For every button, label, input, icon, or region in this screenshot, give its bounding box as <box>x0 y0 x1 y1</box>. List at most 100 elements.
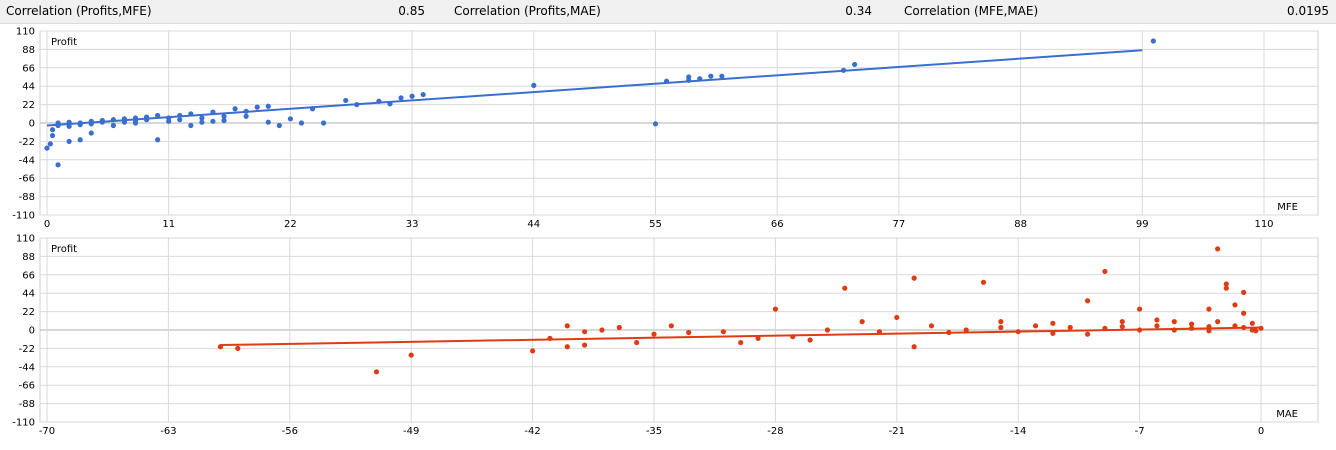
data-point <box>265 103 271 109</box>
data-point <box>876 329 883 335</box>
data-point <box>1215 319 1221 325</box>
data-point <box>221 113 227 119</box>
data-point <box>652 121 659 127</box>
data-point <box>686 329 692 336</box>
data-point <box>232 106 238 112</box>
data-point <box>582 329 588 335</box>
data-point <box>121 119 128 125</box>
data-point <box>143 114 150 120</box>
data-point <box>276 122 282 129</box>
data-point <box>1223 281 1229 287</box>
data-point <box>547 335 553 341</box>
data-point <box>309 106 316 112</box>
y-axis-label-group: Profit <box>51 37 77 48</box>
data-point <box>1067 324 1073 331</box>
data-point <box>66 123 72 129</box>
data-point <box>824 327 831 333</box>
data-point <box>1232 302 1238 308</box>
y-axis-label: Profit <box>51 244 77 255</box>
x-tick: -56 <box>282 426 298 437</box>
y-tick-label: 88 <box>22 45 35 56</box>
data-point <box>842 285 848 291</box>
data-point <box>1232 323 1238 329</box>
y-tick: -88 <box>19 399 35 410</box>
y-tick-label: -44 <box>19 362 35 373</box>
y-tick: 88 <box>22 252 35 263</box>
y-tick: -22 <box>19 137 35 148</box>
data-point <box>188 111 194 117</box>
x-tick-label: 88 <box>1014 219 1027 230</box>
data-point <box>66 138 72 144</box>
data-point <box>616 324 622 331</box>
x-tick-label: 22 <box>284 219 297 230</box>
data-point <box>99 119 105 125</box>
data-point <box>409 93 415 99</box>
x-tick-label: 44 <box>527 219 540 230</box>
data-point <box>177 117 183 123</box>
data-point <box>155 112 161 119</box>
stat-value-profits-mfe: 0.85 <box>398 4 425 18</box>
data-point <box>1189 325 1195 331</box>
x-tick-label: 11 <box>162 219 175 230</box>
x-tick: 44 <box>527 219 540 230</box>
data-point <box>911 275 917 281</box>
data-point <box>132 120 139 126</box>
data-point <box>564 344 570 350</box>
data-point <box>755 335 761 341</box>
y-tick: -110 <box>12 418 35 429</box>
data-point <box>166 118 172 124</box>
x-tick-label: -21 <box>889 426 905 437</box>
x-tick-label: 66 <box>771 219 784 230</box>
data-point <box>859 319 865 325</box>
data-point <box>1150 38 1156 44</box>
data-point <box>66 119 72 125</box>
data-point <box>49 132 56 139</box>
y-tick-label: -88 <box>19 192 35 203</box>
y-tick-label: -88 <box>19 399 35 410</box>
profit-vs-mfe-chart: 110 88 66 44 22 0 -22 -44 -66 -88 -110 0 11 22 33 44 55 6… <box>12 27 1319 230</box>
y-tick: 66 <box>22 270 35 281</box>
data-point <box>1154 323 1160 329</box>
data-point <box>599 327 605 333</box>
data-point <box>772 306 779 312</box>
data-point <box>221 117 227 124</box>
y-tick-label: 22 <box>22 307 35 318</box>
data-point <box>376 98 382 104</box>
y-tick: -44 <box>19 362 35 373</box>
x-tick: -35 <box>646 426 662 437</box>
x-axis-label: MFE <box>1277 202 1298 213</box>
y-tick: -22 <box>19 344 35 355</box>
data-point <box>199 119 205 125</box>
y-tick: 44 <box>22 289 35 300</box>
data-point <box>88 130 94 136</box>
y-tick-label: -22 <box>19 137 35 148</box>
x-tick-label: -35 <box>646 426 662 437</box>
data-point <box>132 115 139 121</box>
data-point <box>254 104 260 110</box>
y-tick-label: 110 <box>16 234 35 245</box>
x-tick-label: 99 <box>1136 219 1149 230</box>
data-point <box>1015 329 1021 335</box>
data-point <box>998 324 1004 331</box>
y-tick: 110 <box>16 27 35 38</box>
data-point <box>1241 324 1247 331</box>
data-point <box>807 337 813 343</box>
data-point <box>1102 268 1108 275</box>
data-point <box>49 127 56 133</box>
data-point <box>634 339 640 346</box>
data-point <box>287 116 293 122</box>
y-tick-label: 44 <box>22 289 35 300</box>
stat-value-mfe-mae: 0.0195 <box>1287 4 1329 18</box>
y-tick-label: -66 <box>19 381 35 392</box>
data-point <box>343 97 349 104</box>
x-tick-label: -14 <box>1010 426 1026 437</box>
x-tick-label: 110 <box>1254 219 1273 230</box>
data-point <box>243 108 249 114</box>
x-tick: 110 <box>1254 219 1273 230</box>
data-point <box>217 344 224 350</box>
data-point <box>1119 324 1125 330</box>
data-point <box>1154 317 1160 323</box>
y-axis-label-group: Profit <box>51 244 77 255</box>
x-tick-label: -42 <box>524 426 540 437</box>
data-point <box>1032 323 1039 329</box>
